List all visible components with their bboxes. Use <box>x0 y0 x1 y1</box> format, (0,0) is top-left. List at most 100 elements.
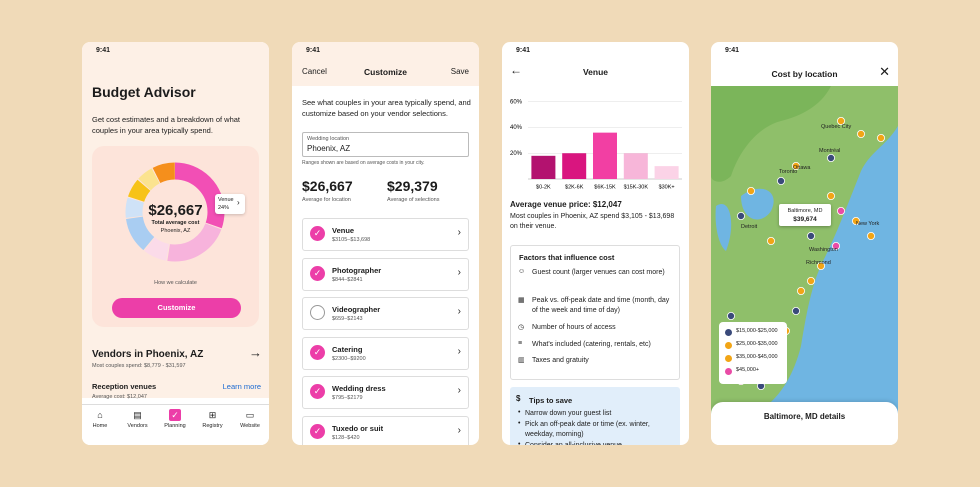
map-pin <box>851 216 860 225</box>
vendor-range: $795–$2179 <box>332 395 363 401</box>
back-button[interactable]: ← <box>510 63 522 77</box>
vendor-range: $3105–$13,698 <box>332 237 371 243</box>
map-pin <box>807 276 816 285</box>
x-tick-label: $6K-15K <box>594 184 616 190</box>
nav-label[interactable]: Website <box>240 423 260 429</box>
field-label: Wedding location <box>307 136 350 142</box>
x-tick-label: $2K-6K <box>565 184 584 190</box>
venue-desc: Most couples in Phoenix, AZ spend $3,105… <box>510 213 675 230</box>
nav-label[interactable]: Home <box>92 423 108 429</box>
vendors-sub: Most couples spend: $8,779 - $31,597 <box>92 363 186 369</box>
vendor-range: $844–$2841 <box>332 276 363 283</box>
vendor-item[interactable]: ✓ Photographer $844–$2841 › <box>302 257 469 291</box>
avg-selections: $29,379 <box>387 178 438 194</box>
checkbox[interactable]: ✓ <box>310 344 325 360</box>
vendor-name: Photographer <box>332 265 382 275</box>
donut-segment <box>125 162 225 262</box>
nav-icon[interactable]: ⌂ <box>97 410 103 420</box>
donut-segment <box>125 162 225 262</box>
learn-more[interactable]: Learn more <box>222 382 261 391</box>
save[interactable]: Save <box>450 67 469 76</box>
field-value: Phoenix, AZ <box>307 144 351 153</box>
city-label: New York <box>856 221 880 227</box>
factor-icon: ☺ <box>518 268 526 275</box>
checkbox[interactable]: ✓ <box>310 226 325 241</box>
vendor-item[interactable]: ✓ Venue $3105–$13,698 › <box>302 218 469 251</box>
nav-icon[interactable]: ✓ <box>169 409 181 421</box>
nav-icon[interactable]: ▭ <box>245 410 255 420</box>
bar <box>531 155 556 179</box>
vendor-range: $128–$420 <box>332 434 360 441</box>
map-pin <box>837 207 846 216</box>
avg-price: Average venue price: $12,047 <box>510 200 622 209</box>
vendor-name: Tuxedo or suit <box>332 423 384 433</box>
map-pin <box>827 192 836 201</box>
factor-icon: ◷ <box>518 324 525 331</box>
factor-icon: ▥ <box>518 357 525 364</box>
map-pin <box>837 116 846 125</box>
factor-text: What's included (catering, rentals, etc) <box>532 341 651 348</box>
checkbox[interactable]: ✓ <box>310 423 325 439</box>
status-time: 9:41 <box>725 47 740 54</box>
factor-icon: ▦ <box>518 297 525 304</box>
checkbox[interactable]: ✓ <box>310 265 325 281</box>
reception-sub: Average cost: $12,047 <box>92 394 147 400</box>
tip-bullet: • <box>518 409 521 416</box>
chevron: › <box>457 385 461 396</box>
checkbox[interactable]: ✓ <box>310 384 325 399</box>
vendor-item[interactable]: Videographer $659–$2143 › <box>302 297 469 330</box>
status-time: 9:41 <box>306 47 321 54</box>
vendor-name: Catering <box>332 344 363 354</box>
map-pin <box>777 177 786 186</box>
how-link[interactable]: How we calculate <box>154 280 197 286</box>
vendor-item[interactable]: ✓ Tuxedo or suit $128–$420 › <box>302 415 469 445</box>
nav-label[interactable]: Registry <box>202 423 223 429</box>
header-bg <box>292 42 479 86</box>
city-label: Detroit <box>741 224 758 230</box>
legend-text: $25,000-$35,000 <box>736 341 778 347</box>
city-label: Quebec City <box>821 124 852 130</box>
vendors-title[interactable]: Vendors in Phoenix, AZ <box>92 349 204 360</box>
callout[interactable]: Venue 24% › <box>215 194 245 214</box>
y-tick-label: 40% <box>510 125 523 131</box>
customize-screen: 9:41 Cancel Customize Save See what coup… <box>292 42 479 445</box>
checkbox[interactable] <box>310 305 325 320</box>
header-title: Cost by location <box>771 69 838 79</box>
venue-screen: 9:41 ← Venue 20% 40% 60% $0-2K $2K-6K $6K-15K… <box>502 42 689 445</box>
bar <box>654 166 679 179</box>
nav-label[interactable]: Planning <box>164 423 186 429</box>
close-button[interactable]: ✕ <box>879 64 890 79</box>
vendor-list: ✓ Venue $3105–$13,698 › ✓ Photographer $844–$2… <box>292 42 479 445</box>
factor-text: Peak vs. off-peak date and time (month, … <box>532 297 670 314</box>
map-screen: 9:41 Cost by location ✕ Quebec City Montr… <box>711 42 898 445</box>
legend: $15,000-$25,000 $25,000-$35,000 $35,000-$4… <box>719 322 787 384</box>
nav-icon[interactable]: ⊞ <box>208 410 217 420</box>
reception: Reception venues <box>92 382 157 391</box>
factor-text: Number of hours of access <box>532 324 616 331</box>
arrow[interactable]: → <box>249 345 262 360</box>
nav-bar: ⌂ Home ▤ Vendors ✓ Planning ⊞ Registry ▭ Website <box>82 404 269 445</box>
legend-dot <box>725 355 732 362</box>
city-label: Richmond <box>806 260 831 266</box>
chevron: › <box>457 266 461 278</box>
legend-text: $15,000-$25,000 <box>736 328 778 334</box>
nav-icon[interactable]: ▤ <box>133 410 142 420</box>
map-pin <box>866 231 875 240</box>
nav-label[interactable]: Vendors <box>127 423 148 429</box>
map-pin <box>832 241 841 250</box>
bottom-sheet[interactable]: Baltimore, MD details <box>711 402 898 445</box>
title: Budget Advisor <box>92 84 196 100</box>
vendor-item[interactable]: ✓ Wedding dress $795–$2179 › <box>302 376 469 409</box>
tip-text: Narrow down your guest list <box>525 410 612 417</box>
location-field[interactable]: Wedding location Phoenix, AZ <box>302 132 469 157</box>
avg-location-label: Average for location <box>302 197 351 203</box>
map-callout[interactable]: Baltimore, MD $39,674 <box>779 204 831 226</box>
total-label: Total average cost <box>151 220 200 226</box>
callout-name: Venue <box>218 197 234 203</box>
map-pin <box>797 286 806 295</box>
cancel[interactable]: Cancel <box>302 67 327 76</box>
city-label: Toronto <box>779 169 798 175</box>
map-pin <box>876 134 885 143</box>
vendor-item[interactable]: ✓ Catering $2300–$9200 › <box>302 336 469 370</box>
customize-button[interactable]: Customize <box>112 298 241 318</box>
